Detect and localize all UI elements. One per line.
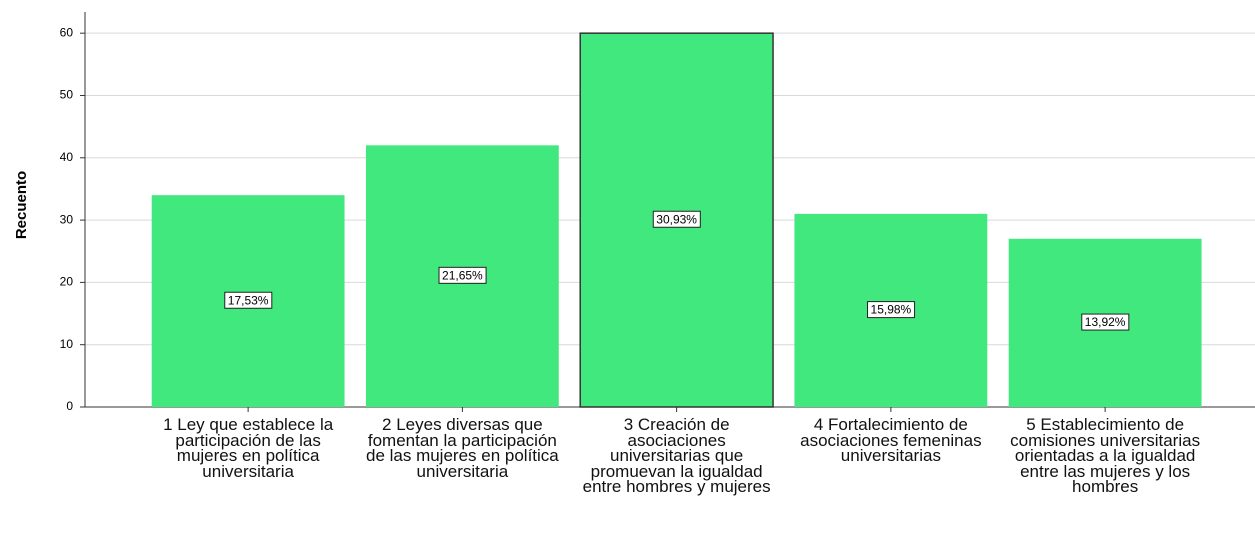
y-tick-label: 40: [60, 150, 74, 164]
percent-label: 13,92%: [1085, 315, 1126, 329]
y-tick-label: 60: [60, 25, 74, 39]
x-tick-label: 5 Establecimiento de comisiones universi…: [1010, 415, 1201, 497]
x-tick-label: 4 Fortalecimiento de asociaciones femeni…: [800, 415, 982, 466]
percent-label: 21,65%: [442, 268, 483, 282]
x-tick-label: 2 Leyes diversas que fomentan la partici…: [365, 415, 559, 481]
y-tick-label: 20: [60, 275, 74, 289]
y-tick-label: 50: [60, 88, 74, 102]
x-tick-label: 1 Ley que establece la participación de …: [163, 415, 334, 481]
y-tick-label: 0: [66, 399, 73, 413]
percent-label-box: [1081, 313, 1130, 331]
percent-label-box: [652, 210, 701, 228]
percent-label: 30,93%: [656, 212, 697, 226]
percent-label-box: [867, 301, 916, 319]
x-tick-label: 3 Creación de asociaciones universitaria…: [582, 415, 771, 497]
y-tick-label: 30: [60, 212, 74, 226]
percent-label-box: [438, 266, 487, 284]
percent-label: 17,53%: [228, 293, 269, 307]
y-tick-label: 10: [60, 337, 74, 351]
percent-label-box: [224, 291, 273, 309]
percent-label: 15,98%: [871, 303, 912, 317]
y-axis-label: Recuento: [13, 171, 30, 239]
